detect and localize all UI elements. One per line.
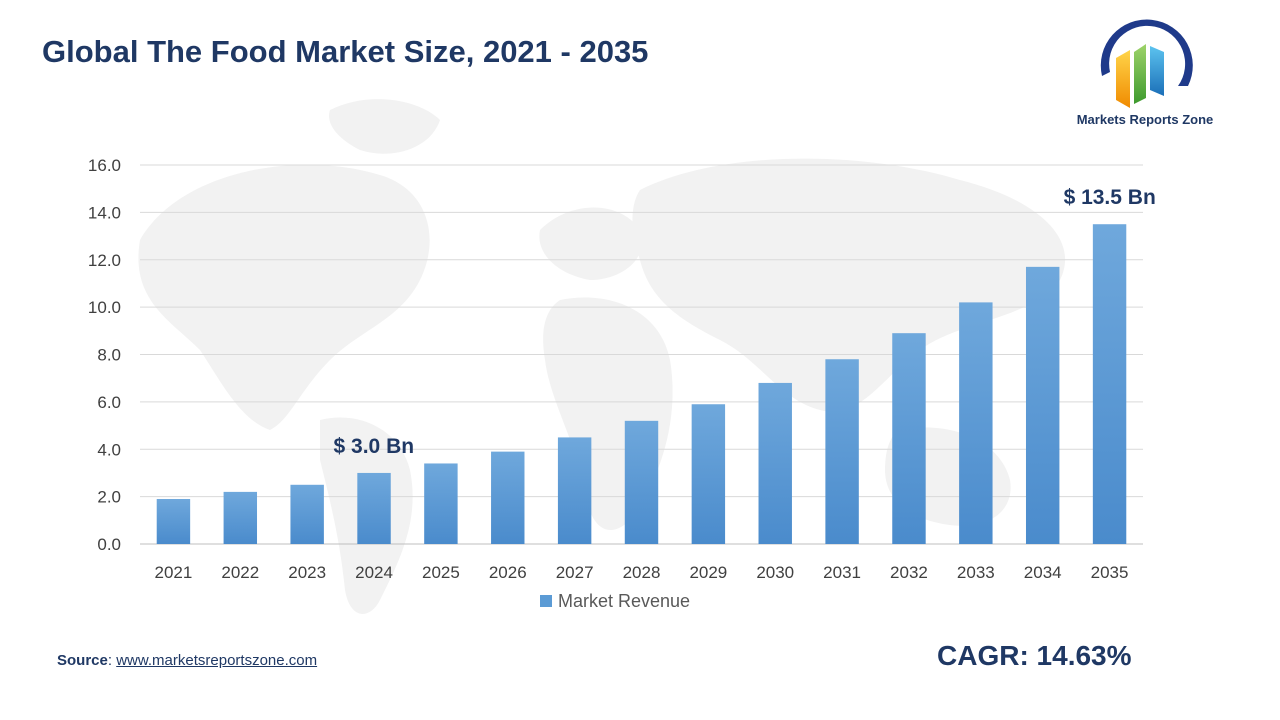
- x-axis: 2021 2022 2023 2024 2025 2026 2027 2028 2029 2030…: [155, 563, 1129, 582]
- x-tick-label: 2035: [1091, 563, 1129, 582]
- bar-2026: [491, 451, 525, 544]
- bar-2032: [892, 333, 926, 544]
- bar-2030: [758, 382, 792, 544]
- logo-text: Markets Reports Zone: [1076, 112, 1214, 127]
- y-tick-label: 2.0: [97, 488, 121, 507]
- source-separator: :: [107, 652, 117, 669]
- y-tick-label: 4.0: [97, 440, 121, 459]
- x-tick-label: 2033: [957, 563, 995, 582]
- x-tick-label: 2030: [756, 563, 794, 582]
- legend-swatch: [540, 595, 552, 607]
- world-map-watermark: [138, 99, 1066, 614]
- x-tick-label: 2031: [823, 563, 861, 582]
- x-tick-label: 2028: [623, 563, 661, 582]
- y-tick-label: 6.0: [97, 393, 121, 412]
- legend-label: Market Revenue: [558, 590, 691, 611]
- source-label: Source: [57, 652, 108, 669]
- x-tick-label: 2025: [422, 563, 460, 582]
- y-tick-label: 16.0: [88, 156, 121, 175]
- bar-2029: [691, 404, 726, 544]
- x-tick-label: 2034: [1024, 563, 1062, 582]
- bar-2024: [357, 472, 391, 544]
- bar-chart-globe-logo-icon: [1100, 19, 1193, 108]
- x-tick-label: 2027: [556, 563, 594, 582]
- bar-2023: [290, 484, 324, 544]
- x-tick-label: 2022: [221, 563, 259, 582]
- x-tick-label: 2024: [355, 563, 393, 582]
- bar-2031: [825, 359, 859, 544]
- source-note: Source: www.marketsreportszone.com: [57, 652, 317, 669]
- bar-2033: [959, 302, 993, 544]
- x-tick-label: 2021: [155, 563, 193, 582]
- bar-2027: [557, 437, 592, 544]
- bar-2025: [424, 463, 458, 544]
- y-tick-label: 8.0: [97, 346, 121, 365]
- y-tick-label: 10.0: [88, 298, 121, 317]
- company-logo: Markets Reports Zone: [1060, 14, 1240, 134]
- bar-2035: [1092, 224, 1127, 544]
- x-tick-label: 2026: [489, 563, 527, 582]
- annotation-2024: $ 3.0 Bn: [333, 434, 415, 458]
- bar-2021: [156, 498, 191, 544]
- x-tick-label: 2029: [689, 563, 727, 582]
- bar-2028: [624, 420, 659, 544]
- y-tick-label: 14.0: [88, 203, 121, 222]
- y-axis: 0.0 2.0 4.0 6.0 8.0 10.0 12.0 14.0 16.0: [88, 156, 121, 554]
- legend: Market Revenue: [540, 591, 690, 611]
- source-link[interactable]: www.marketsreportszone.com: [116, 652, 318, 669]
- y-tick-label: 12.0: [88, 251, 121, 270]
- bar-2022: [223, 491, 258, 544]
- x-tick-label: 2032: [890, 563, 928, 582]
- bars: [156, 224, 1127, 544]
- bar-2034: [1025, 266, 1060, 544]
- chart-title: Global The Food Market Size, 2021 - 2035: [42, 34, 649, 69]
- annotation-2035: $ 13.5 Bn: [1063, 186, 1156, 210]
- y-tick-label: 0.0: [97, 535, 121, 554]
- x-tick-label: 2023: [288, 563, 326, 582]
- cagr-label: CAGR: 14.63%: [937, 640, 1132, 671]
